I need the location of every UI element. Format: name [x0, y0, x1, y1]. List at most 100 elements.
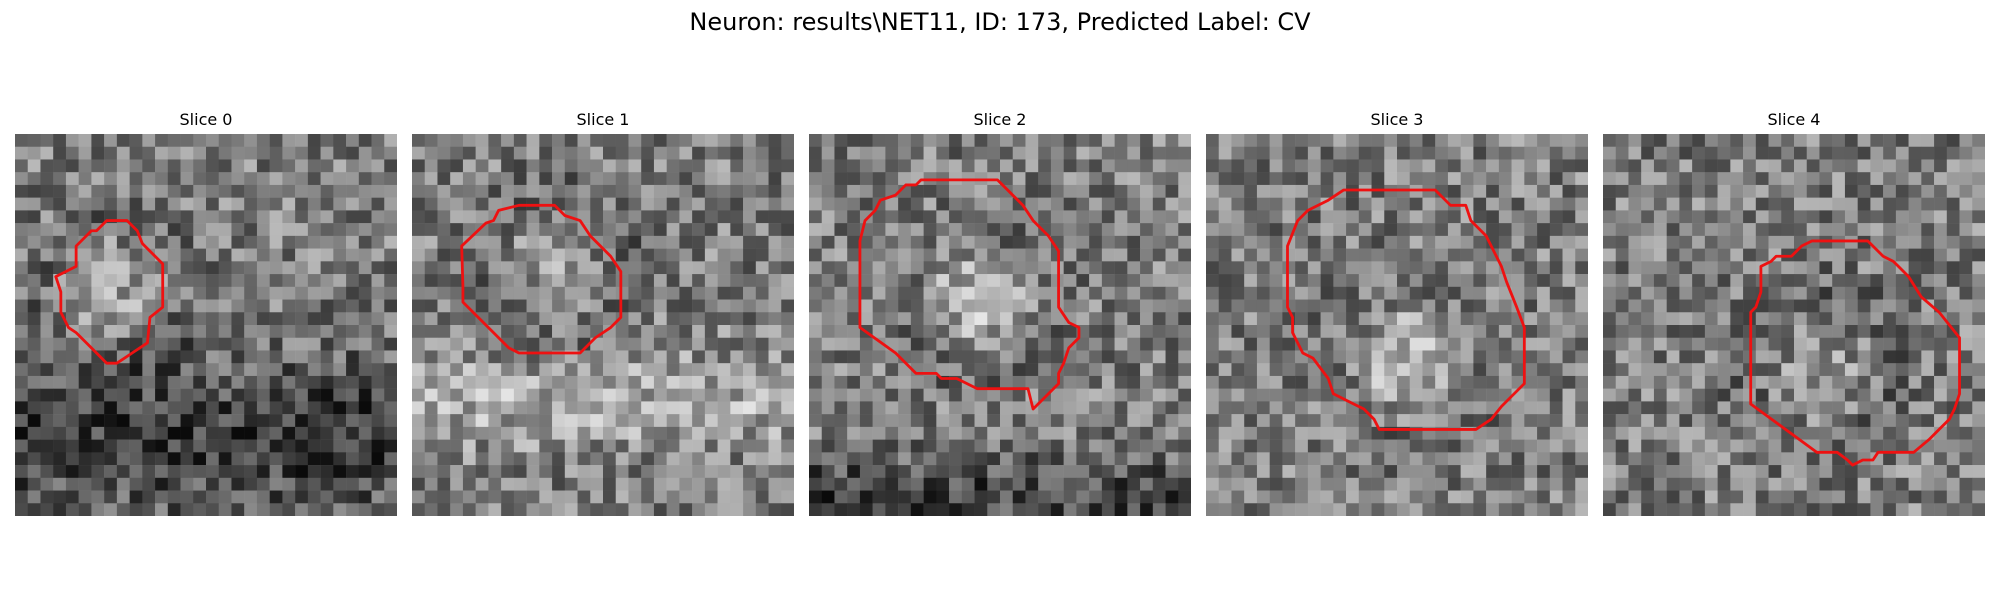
pixel: [1755, 210, 1769, 224]
pixel: [603, 312, 616, 326]
pixel: [1269, 452, 1283, 466]
pixel: [1218, 439, 1232, 453]
slice-image: [809, 134, 1191, 516]
pixel: [358, 261, 372, 275]
pixel: [116, 235, 130, 249]
pixel: [1089, 401, 1103, 415]
pixel: [231, 184, 245, 198]
pixel: [1844, 375, 1858, 389]
pixel: [1333, 210, 1347, 224]
pixel: [1460, 452, 1474, 466]
pixel: [1743, 235, 1757, 249]
pixel: [1371, 235, 1385, 249]
pixel: [872, 490, 886, 504]
pixel: [437, 261, 451, 275]
pixel: [1628, 146, 1642, 160]
pixel: [1178, 146, 1191, 160]
pixel: [577, 426, 591, 440]
pixel: [1755, 312, 1769, 326]
pixel: [1178, 414, 1191, 428]
pixel: [1178, 312, 1191, 326]
pixel: [206, 261, 219, 275]
pixel: [1486, 134, 1500, 147]
pixel: [1218, 503, 1232, 516]
pixel: [384, 337, 397, 351]
pixel: [1358, 439, 1372, 453]
pixel: [1857, 363, 1871, 377]
pixel: [1282, 388, 1296, 402]
pixel: [1857, 184, 1871, 198]
pixel: [1511, 159, 1525, 173]
pixel: [628, 439, 642, 453]
pixel: [501, 465, 515, 479]
pixel: [333, 388, 347, 402]
pixel: [1781, 325, 1795, 338]
pixel: [859, 299, 873, 313]
pixel: [1537, 299, 1551, 313]
pixel: [974, 350, 988, 364]
pixel: [1921, 274, 1935, 288]
pixel: [1498, 490, 1512, 504]
pixel: [384, 197, 397, 211]
pixel: [129, 197, 143, 211]
pixel: [1628, 261, 1642, 275]
pixel: [1511, 146, 1525, 160]
pixel: [1152, 439, 1166, 453]
pixel: [717, 414, 731, 428]
pixel: [717, 337, 731, 351]
pixel: [1717, 210, 1731, 224]
pixel: [539, 465, 553, 479]
pixel: [1946, 299, 1960, 313]
pixel: [1256, 426, 1270, 440]
pixel: [809, 426, 822, 440]
pixel: [488, 172, 502, 186]
pixel: [1101, 223, 1115, 237]
pixel: [218, 184, 232, 198]
pixel: [193, 235, 207, 249]
pixel: [1641, 439, 1655, 453]
pixel: [987, 184, 1001, 198]
pixel: [167, 363, 181, 377]
pixel: [333, 134, 347, 147]
pixel: [1447, 146, 1461, 160]
pixel: [78, 312, 92, 326]
pixel: [1447, 350, 1461, 364]
pixel: [717, 172, 731, 186]
pixel: [1206, 184, 1219, 198]
pixel: [1038, 146, 1052, 160]
pixel: [704, 159, 718, 173]
pixel: [1244, 210, 1258, 224]
pixel: [167, 350, 181, 364]
pixel: [898, 452, 912, 466]
pixel: [1743, 503, 1757, 516]
pixel: [27, 299, 41, 313]
pixel: [1883, 235, 1897, 249]
pixel: [358, 146, 372, 160]
pixel: [743, 184, 757, 198]
pixel: [180, 223, 194, 237]
pixel: [615, 388, 629, 402]
pixel: [371, 401, 385, 415]
pixel: [1666, 375, 1680, 389]
pixel: [15, 426, 28, 440]
pixel: [1628, 490, 1642, 504]
pixel: [1206, 325, 1219, 338]
pixel: [91, 465, 105, 479]
pixel: [1295, 286, 1309, 300]
pixel: [1704, 223, 1718, 237]
pixel: [218, 477, 232, 491]
pixel: [1870, 363, 1884, 377]
pixel: [1692, 350, 1706, 364]
pixel: [269, 375, 283, 389]
pixel: [1256, 401, 1270, 415]
pixel: [1231, 210, 1245, 224]
pixel: [1498, 426, 1512, 440]
pixel: [1178, 299, 1191, 313]
pixel: [1320, 503, 1334, 516]
pixel: [847, 439, 861, 453]
pixel: [1140, 465, 1154, 479]
pixel: [116, 363, 130, 377]
pixel: [475, 426, 489, 440]
slice-title: Slice 0: [179, 110, 233, 129]
pixel: [129, 439, 143, 453]
